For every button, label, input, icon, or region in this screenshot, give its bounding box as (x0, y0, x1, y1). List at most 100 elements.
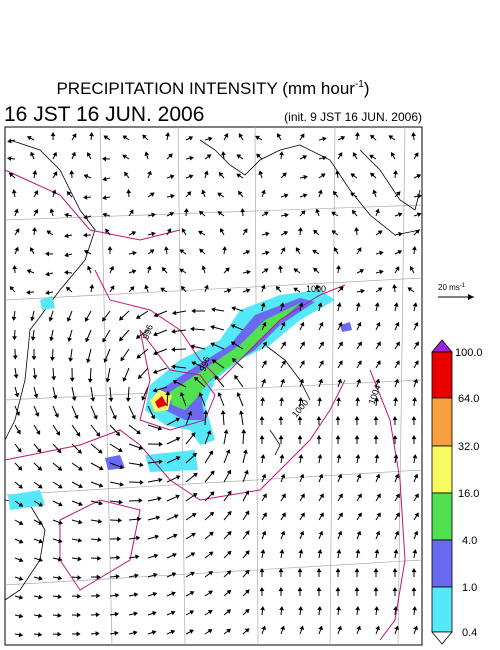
wind-arrow-head (38, 594, 43, 600)
wind-arrow-head (316, 568, 322, 573)
colorbar-bin (431, 351, 453, 399)
wind-arrow-head (97, 555, 102, 561)
colorbar (431, 339, 453, 645)
wind-arrow-head (36, 448, 42, 453)
wind-arrow-head (356, 378, 361, 384)
wind-arrow-head (370, 172, 375, 178)
wind-arrow-head (45, 290, 50, 295)
wind-arrow-head (412, 302, 418, 307)
wind-arrow-head (193, 376, 199, 382)
wind-arrow-head (190, 552, 196, 557)
wind-arrow-head (137, 374, 143, 380)
wind-arrow-head (18, 502, 24, 507)
wind-arrow-head (379, 250, 384, 256)
wind-arrow-head (125, 397, 131, 402)
wind-arrow-head (280, 473, 286, 479)
wind-arrow-head (76, 631, 81, 637)
wind-arrow-head (262, 512, 267, 518)
wind-arrow-head (96, 574, 101, 580)
wind-arrow-head (259, 587, 265, 592)
wind-arrow-head (95, 612, 100, 618)
colorbar-bin (431, 586, 453, 633)
wind-arrow-head (171, 328, 176, 334)
wind-arrow-head (338, 341, 343, 347)
wind-arrow-head (412, 606, 418, 611)
wind-arrow-head (208, 551, 214, 556)
wind-arrow-head (77, 593, 82, 599)
wind-arrow-head (103, 358, 109, 363)
wind-arrow-head (147, 170, 152, 176)
wind-arrow-head (18, 520, 24, 525)
wind-arrow-head (116, 555, 121, 561)
wind-arrow-head (176, 475, 181, 480)
wind-arrow-head (281, 341, 286, 347)
wind-arrow-head (151, 630, 157, 635)
wind-arrow-head (30, 336, 36, 341)
wind-arrow-head (337, 152, 343, 157)
wind-arrow-head (236, 392, 242, 397)
wind-arrow-head (278, 265, 283, 270)
wind-arrow-head (191, 432, 196, 438)
wind-arrow-head (318, 378, 323, 384)
wind-arrow-head (373, 435, 379, 440)
wind-arrow-head (372, 189, 378, 195)
wind-arrow-head (336, 265, 341, 270)
wind-arrow-head (416, 212, 422, 218)
wind-arrow-head (169, 212, 175, 217)
wind-arrow-head (319, 493, 324, 499)
wind-arrow-head (337, 473, 343, 479)
wind-arrow-head (226, 550, 232, 556)
wind-arrow-head (411, 568, 417, 573)
wind-arrow-head (315, 208, 321, 214)
map-area: 1000 996 996 1000 1004 (4, 126, 423, 646)
wind-arrow-head (316, 416, 322, 421)
wind-arrow-head (259, 435, 265, 440)
wind-arrow-head (37, 632, 43, 637)
wind-arrow-head (244, 469, 249, 475)
wind-arrow-head (230, 324, 236, 329)
wind-arrow-head (331, 230, 337, 235)
wind-arrow-head (300, 341, 305, 347)
wind-arrow-head (52, 171, 58, 177)
wind-arrow-head (139, 462, 144, 468)
wind-arrow-head (204, 284, 209, 290)
colorbar-top (431, 339, 453, 353)
wind-arrow-head (415, 229, 420, 234)
wind-arrow-head (317, 302, 323, 307)
wind-arrow-head (77, 537, 83, 543)
wind-arrow-head (112, 414, 117, 420)
wind-arrow-head (191, 532, 196, 538)
wind-arrow-head (7, 138, 12, 144)
wind-arrow-head (77, 466, 83, 471)
wind-arrow-head (58, 538, 63, 544)
wind-arrow-head (300, 512, 305, 518)
wind-arrow-head (49, 336, 54, 342)
colorbar-bin (431, 492, 453, 541)
wind-arrow-head (118, 447, 123, 452)
wind-arrow-head (31, 356, 37, 361)
wind-arrow-head (338, 321, 343, 327)
wind-arrow-head (122, 154, 128, 159)
wind-arrow-head (7, 156, 12, 161)
wind-arrow-head (131, 415, 136, 420)
wind-arrow-head (69, 377, 75, 382)
wind-arrow-head (95, 631, 100, 637)
wind-arrow-head (225, 267, 230, 272)
wind-arrow-head (413, 473, 419, 479)
wind-arrow-head (280, 530, 286, 536)
wind-arrow-head (171, 572, 177, 577)
wind-arrow-head (203, 170, 209, 176)
wind-arrow-head (114, 611, 119, 617)
wind-arrow-head (300, 133, 305, 139)
wind-arrow-head (300, 493, 305, 499)
wind-arrow-head (146, 265, 152, 271)
title-text: PRECIPITATION INTENSITY (mm hour (56, 79, 355, 98)
wind-arrow-head (122, 377, 128, 382)
wind-arrow-head (83, 194, 88, 200)
wind-arrow-head (102, 316, 107, 322)
wind-arrow-head (73, 414, 79, 420)
wind-arrow-head (336, 454, 342, 459)
wind-arrow-head (298, 302, 304, 307)
wind-arrow-head (65, 286, 71, 292)
wind-arrow-head (191, 513, 197, 518)
